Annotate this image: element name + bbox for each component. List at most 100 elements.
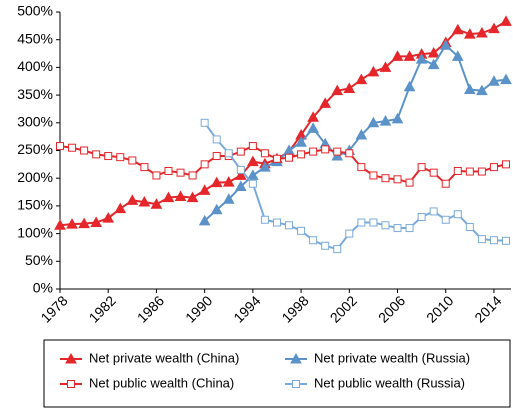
- legend-label: Net private wealth (China): [89, 350, 239, 365]
- y-tick-label: 150%: [17, 197, 53, 213]
- x-tick-label: 1982: [86, 292, 119, 325]
- y-tick-label: 0%: [33, 280, 53, 296]
- data-point: [441, 215, 450, 224]
- data-point: [500, 73, 512, 85]
- data-point: [379, 61, 392, 72]
- data-point: [247, 169, 259, 180]
- data-point: [391, 50, 404, 61]
- y-tick-label: 50%: [25, 252, 53, 268]
- data-point: [453, 166, 462, 175]
- data-point: [451, 23, 464, 35]
- data-point: [116, 153, 125, 162]
- y-tick-label: 400%: [17, 58, 53, 74]
- data-point: [319, 97, 332, 108]
- data-point: [128, 156, 137, 165]
- y-tick-label: 500%: [17, 3, 53, 19]
- data-point: [78, 217, 90, 229]
- data-point: [247, 155, 259, 167]
- data-point: [393, 175, 402, 184]
- data-point: [90, 216, 103, 228]
- data-point: [369, 171, 378, 180]
- data-point: [102, 212, 115, 223]
- legend-box: [43, 339, 511, 408]
- data-point: [174, 190, 187, 201]
- legend-marker: [290, 352, 302, 364]
- data-point: [417, 163, 426, 172]
- x-tick-label: 1998: [278, 292, 311, 325]
- data-point: [391, 112, 404, 124]
- data-point: [379, 115, 392, 126]
- data-point: [152, 171, 161, 180]
- data-point: [477, 167, 486, 176]
- data-point: [104, 152, 113, 161]
- data-point: [381, 174, 390, 183]
- x-tick-label: 1986: [134, 292, 167, 325]
- data-point: [465, 167, 474, 176]
- data-point: [285, 153, 294, 162]
- series-line: [59, 20, 507, 227]
- data-point: [92, 150, 101, 159]
- data-point: [272, 154, 281, 163]
- data-point: [236, 165, 245, 174]
- x-tick-label: 2010: [423, 292, 456, 325]
- x-tick-label: 1990: [182, 292, 215, 325]
- data-point: [114, 202, 127, 214]
- data-point: [343, 82, 356, 93]
- data-point: [198, 184, 211, 195]
- data-point: [212, 152, 221, 161]
- data-point: [488, 75, 500, 86]
- data-point: [477, 235, 486, 244]
- data-point: [150, 198, 163, 209]
- data-point: [260, 149, 269, 158]
- data-point: [56, 142, 64, 151]
- data-point: [272, 218, 281, 227]
- data-point: [367, 65, 380, 77]
- x-tick-label: 1978: [37, 292, 70, 325]
- data-point: [355, 73, 368, 85]
- x-tick-label: 2006: [375, 292, 408, 325]
- data-point: [451, 50, 464, 61]
- data-point: [176, 168, 185, 177]
- data-point: [439, 39, 452, 50]
- data-point: [234, 169, 247, 180]
- data-point: [234, 180, 247, 192]
- data-point: [222, 193, 235, 204]
- legend-label: Net private wealth (Russia): [314, 350, 470, 365]
- data-point: [405, 178, 414, 187]
- data-point: [415, 53, 428, 64]
- data-point: [403, 50, 416, 61]
- data-point: [465, 222, 474, 231]
- data-point: [463, 28, 476, 39]
- data-point: [321, 241, 330, 250]
- data-point: [417, 212, 426, 221]
- data-point: [210, 176, 223, 188]
- data-point: [224, 149, 233, 158]
- data-point: [453, 210, 462, 219]
- data-point: [162, 191, 175, 203]
- data-point: [429, 207, 438, 216]
- data-point: [369, 218, 378, 227]
- data-point: [200, 118, 209, 127]
- data-point: [345, 149, 354, 158]
- data-point: [502, 236, 510, 245]
- data-point: [429, 168, 438, 177]
- data-point: [367, 116, 380, 128]
- x-tick-label: 2014: [471, 292, 504, 325]
- data-point: [357, 163, 366, 172]
- data-point: [236, 147, 245, 156]
- data-point: [403, 80, 416, 92]
- data-point: [126, 194, 139, 205]
- y-tick-label: 100%: [17, 224, 53, 240]
- data-point: [381, 221, 390, 230]
- y-tick-label: 250%: [17, 141, 53, 157]
- data-point: [222, 176, 235, 187]
- data-point: [489, 236, 498, 245]
- legend-marker: [65, 352, 77, 364]
- data-point: [248, 179, 257, 188]
- y-tick-label: 350%: [17, 86, 53, 102]
- data-point: [138, 195, 151, 207]
- data-point: [248, 142, 257, 151]
- data-point: [297, 150, 306, 159]
